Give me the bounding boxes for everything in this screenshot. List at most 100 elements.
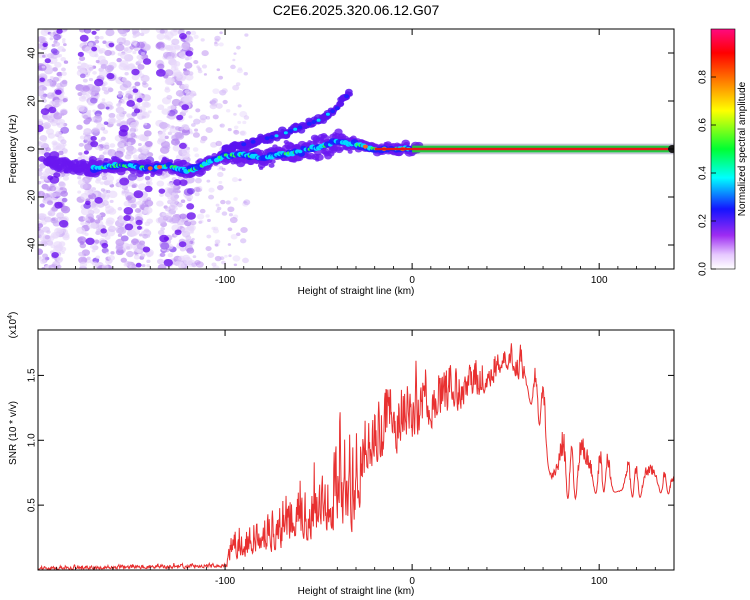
spectrogram-point bbox=[107, 180, 114, 186]
spectrogram-point bbox=[103, 121, 109, 125]
spectrogram-point bbox=[194, 153, 200, 158]
spectrogram-point bbox=[218, 75, 224, 80]
spectrogram-point bbox=[199, 138, 206, 144]
snr-xtick-label: 100 bbox=[591, 576, 608, 587]
carrier-band-red bbox=[374, 147, 674, 151]
spectrogram-point bbox=[193, 60, 199, 65]
spectrogram-ytick-label: 20 bbox=[27, 95, 38, 107]
colorbar-ticks: 0.0 0.2 0.4 0.6 0.8 bbox=[698, 70, 716, 276]
spectrogram-point bbox=[186, 247, 195, 254]
spectrogram-point bbox=[119, 60, 129, 68]
spectrogram-point bbox=[193, 186, 201, 192]
spectrogram-point bbox=[49, 82, 56, 88]
spectrogram-point bbox=[134, 208, 141, 214]
spectrogram-point bbox=[199, 118, 206, 124]
spectrogram-point bbox=[57, 45, 65, 52]
spectrogram-point bbox=[227, 227, 233, 232]
spectrogram-point bbox=[77, 179, 86, 186]
spectrogram-point bbox=[63, 60, 69, 64]
spectrogram-point bbox=[83, 176, 92, 183]
spectrogram-point bbox=[83, 41, 88, 45]
spectrogram-point bbox=[347, 149, 353, 154]
spectrogram-point bbox=[44, 235, 51, 240]
spectrogram-point bbox=[233, 197, 238, 201]
spectrogram-point bbox=[170, 195, 178, 202]
spectrogram-point bbox=[237, 104, 242, 108]
spectrogram-point bbox=[61, 71, 67, 76]
spectrogram-point bbox=[170, 66, 177, 71]
spectrogram-point bbox=[83, 136, 88, 140]
spectrogram-point bbox=[91, 249, 96, 253]
spectrogram-point bbox=[179, 179, 188, 186]
spectrogram-point bbox=[164, 87, 171, 93]
spectrogram-point bbox=[101, 175, 108, 181]
spectrogram-point bbox=[82, 78, 88, 83]
spectrogram-point bbox=[185, 235, 192, 241]
spectrogram-point bbox=[130, 203, 137, 209]
spectrogram-point bbox=[50, 217, 59, 224]
spectrogram-point bbox=[62, 234, 70, 241]
spectrogram-point bbox=[130, 132, 136, 137]
spectrogram-point bbox=[56, 29, 63, 34]
spectrogram-point bbox=[344, 94, 350, 99]
spectrogram-point bbox=[241, 142, 247, 147]
spectrogram-point bbox=[138, 233, 143, 237]
spectrogram-point bbox=[142, 94, 152, 102]
spectrogram-point bbox=[175, 89, 185, 97]
spectrogram-point bbox=[77, 190, 82, 194]
spectrogram-ytick-label: 0 bbox=[27, 146, 38, 152]
spectrogram-point bbox=[218, 180, 223, 184]
spectrogram-point bbox=[106, 64, 115, 71]
spectrogram-point bbox=[51, 267, 55, 269]
spectrogram-point bbox=[133, 47, 139, 52]
spectrogram-point bbox=[142, 135, 149, 141]
spectrogram-point bbox=[184, 62, 193, 69]
spectrogram-point bbox=[124, 71, 129, 76]
spectrogram-point bbox=[79, 29, 86, 33]
spectrogram-point bbox=[163, 144, 171, 150]
spectrogram-point bbox=[242, 120, 247, 125]
spectrogram-point bbox=[164, 31, 174, 39]
spectrogram-point bbox=[205, 116, 211, 120]
spectrogram-point bbox=[181, 104, 189, 111]
spectrogram-point bbox=[105, 106, 110, 110]
spectrogram-point bbox=[55, 131, 62, 136]
spectrogram-point bbox=[94, 39, 100, 44]
spectrogram-point bbox=[86, 256, 91, 260]
spectrogram-point bbox=[94, 196, 103, 204]
spectrogram-point bbox=[39, 203, 45, 208]
spectrogram-point bbox=[156, 33, 165, 40]
spectrogram-point bbox=[156, 258, 165, 265]
spectrogram-point bbox=[192, 255, 197, 259]
spectrogram-point bbox=[132, 154, 138, 159]
spectrogram-point bbox=[142, 81, 147, 86]
spectrogram-point bbox=[77, 236, 87, 244]
spectrogram-point bbox=[145, 180, 153, 187]
spectrogram-point bbox=[88, 66, 94, 71]
spectrogram-point bbox=[102, 40, 107, 44]
spectrogram-point bbox=[87, 109, 92, 114]
spectrogram-point bbox=[209, 99, 217, 105]
spectrogram-point bbox=[43, 80, 50, 87]
spectrogram-xlabel: Height of straight line (km) bbox=[298, 286, 415, 297]
spectrogram-point bbox=[95, 29, 101, 32]
spectrogram-point bbox=[135, 216, 141, 221]
spectrogram-point bbox=[192, 147, 199, 152]
spectrogram-point bbox=[120, 52, 129, 60]
spectrogram-point bbox=[116, 119, 122, 124]
spectrogram-point bbox=[293, 127, 298, 131]
spectrogram-point bbox=[184, 35, 194, 43]
spectrogram-point bbox=[168, 204, 176, 211]
spectrogram-point bbox=[108, 190, 118, 199]
spectrogram-point bbox=[118, 100, 123, 104]
spectrogram-point bbox=[106, 189, 111, 194]
spectrogram-point bbox=[138, 143, 142, 147]
spectrogram-point bbox=[38, 190, 45, 198]
snr-ylabel: SNR (10 * v/v) bbox=[8, 401, 19, 465]
spectrogram-point bbox=[105, 217, 115, 225]
snr-ticks: -100 0 100 0.5 1.0 1.5 bbox=[27, 330, 675, 587]
spectrogram-point bbox=[38, 248, 44, 256]
spectrogram-point bbox=[190, 123, 196, 127]
spectrogram-point bbox=[127, 173, 138, 181]
